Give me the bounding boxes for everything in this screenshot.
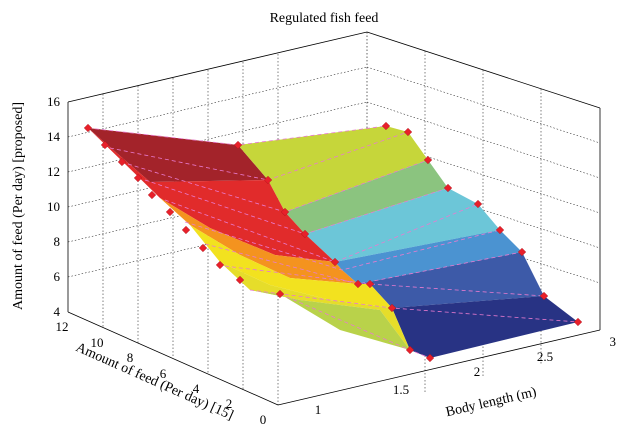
data-marker	[263, 175, 273, 185]
data-marker	[280, 207, 290, 217]
data-marker	[473, 199, 483, 209]
data-marker	[165, 207, 175, 217]
surface-region-blue	[358, 252, 544, 308]
data-markers	[83, 121, 583, 363]
data-marker	[117, 157, 127, 167]
surface-region-light-blue	[335, 230, 522, 284]
x-tick-label: 1.5	[393, 382, 409, 397]
data-marker	[181, 225, 191, 235]
data-marker	[198, 243, 208, 253]
surface-region-yellow-green-lower	[250, 290, 410, 350]
surface-region-dark-red	[88, 128, 268, 182]
data-marker	[387, 303, 397, 313]
data-marker	[495, 225, 505, 235]
data-marker	[300, 229, 310, 239]
z-tick-label: 12	[47, 164, 60, 179]
data-marker	[233, 140, 243, 150]
y-tick-label: 6	[160, 366, 167, 381]
surface-region-orange	[160, 198, 358, 284]
z-ticks: 4 6 8 10 12 14 16	[47, 94, 61, 319]
surface-region-red	[88, 128, 335, 262]
z-tick-label: 4	[54, 304, 61, 319]
data-marker	[215, 260, 225, 270]
y-tick-label: 0	[260, 412, 267, 427]
data-marker	[235, 275, 245, 285]
surface-region-yellow	[190, 225, 392, 308]
data-marker	[330, 257, 340, 267]
y-axis-line	[67, 311, 279, 406]
surface-region-yellow-green	[238, 126, 428, 212]
x-tick-label: 2.5	[537, 349, 553, 364]
y-ticks: 0 2 4 6 8 10 12	[56, 319, 267, 427]
y-tick-label: 8	[127, 350, 134, 365]
axis-box-edge	[67, 31, 368, 103]
data-marker	[100, 140, 110, 150]
z-tick-label: 14	[47, 129, 61, 144]
surface	[88, 126, 578, 358]
y-tick-label: 4	[193, 381, 200, 396]
data-marker	[403, 127, 413, 137]
z-tick-label: 10	[47, 199, 60, 214]
y-tick-label: 12	[56, 319, 69, 334]
data-marker	[405, 345, 415, 355]
x-tick-label: 1	[315, 402, 322, 417]
surface-region-cyan	[305, 188, 500, 262]
surface-region-green	[285, 160, 448, 234]
data-marker	[83, 123, 93, 133]
z-tick-label: 6	[54, 269, 61, 284]
data-marker	[423, 155, 433, 165]
z-axis-label: Amount of feed (Per day) [proposed]	[11, 102, 26, 310]
data-marker	[517, 247, 527, 257]
x-ticks: 1 1.5 2 2.5 3	[315, 334, 616, 417]
chart-title: Regulated fish feed	[270, 11, 379, 26]
z-tick-label: 16	[47, 94, 61, 109]
data-marker	[539, 291, 549, 301]
z-tick-label: 8	[54, 234, 61, 249]
data-marker	[573, 317, 583, 327]
y-axis-label: Amount of feed (Per day) [15]	[73, 340, 235, 423]
y-tick-label: 2	[226, 396, 233, 411]
data-marker	[133, 173, 143, 183]
x-tick-label: 2	[474, 364, 481, 379]
y-tick-label: 10	[91, 335, 104, 350]
x-axis-line	[277, 329, 601, 406]
data-marker	[381, 121, 391, 131]
data-marker	[275, 289, 285, 299]
data-marker	[443, 183, 453, 193]
x-axis-label: Body length (m)	[444, 385, 538, 421]
data-marker	[147, 190, 157, 200]
data-marker	[425, 353, 435, 363]
surface-region-yellow-lower	[220, 262, 410, 350]
x-tick-label: 3	[610, 334, 617, 349]
data-marker	[365, 279, 375, 289]
axis-box-edge	[366, 31, 601, 109]
data-marker	[353, 279, 363, 289]
